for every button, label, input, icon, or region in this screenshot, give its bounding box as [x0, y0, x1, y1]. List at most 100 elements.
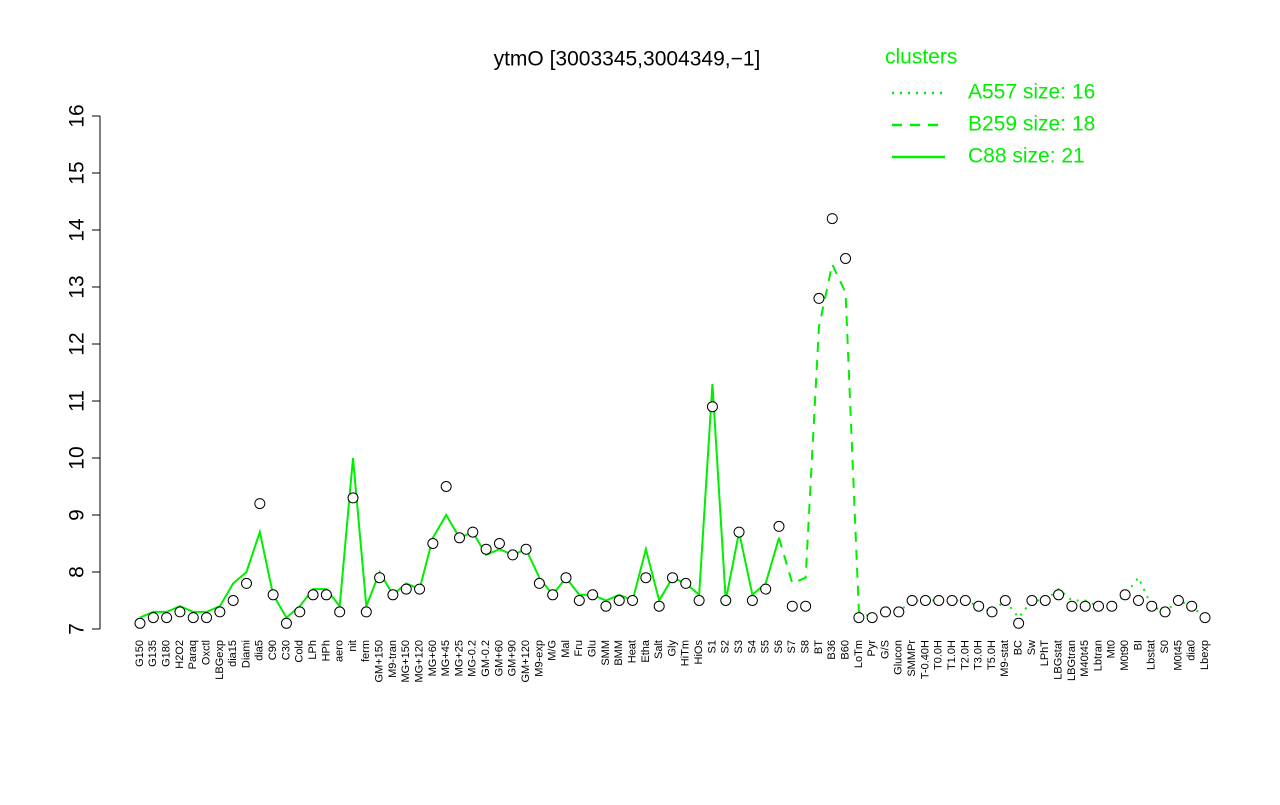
x-tick-label: BC	[1013, 640, 1025, 655]
x-tick-label: S2	[720, 640, 732, 653]
point	[680, 577, 692, 589]
point	[294, 606, 306, 618]
y-tick-label: 15	[66, 161, 89, 184]
point	[733, 526, 745, 538]
x-tick-label: Glu	[587, 640, 599, 657]
x-tick-label: S0	[1159, 640, 1171, 653]
x-tick-label: C90	[267, 640, 279, 660]
x-tick-label: Cold	[294, 640, 306, 663]
x-tick-label: BMM	[613, 640, 625, 666]
x-tick-label: M/G	[547, 640, 559, 661]
point	[174, 606, 186, 618]
x-tick-label: Glucon	[893, 640, 905, 675]
x-tick-label: Mt0	[1106, 640, 1118, 658]
point	[400, 583, 412, 595]
point	[440, 481, 452, 492]
x-tick-label: GM-0.2	[480, 640, 492, 677]
y-tick-label: 16	[66, 104, 89, 127]
legend-label: C88 size: 21	[968, 145, 1085, 168]
point	[374, 572, 386, 584]
x-tick-label: M9-stat	[999, 640, 1011, 677]
x-tick-label: dia0	[1186, 640, 1198, 661]
point	[334, 606, 346, 618]
x-tick-label: C30	[280, 640, 292, 660]
x-tick-label: nit	[347, 640, 359, 652]
x-tick-label: S1	[706, 640, 718, 653]
point	[640, 572, 652, 584]
point	[507, 549, 519, 561]
point	[933, 595, 945, 606]
x-tick-label: S4	[746, 640, 758, 653]
point	[1132, 595, 1144, 606]
point	[866, 612, 878, 624]
point	[573, 595, 585, 606]
point	[840, 253, 852, 264]
x-tick-label: MG-0.2	[467, 640, 479, 677]
point	[959, 595, 971, 606]
x-tick-label: dia5	[254, 640, 266, 661]
point	[280, 617, 292, 629]
point	[254, 498, 266, 510]
x-tick-label: LPhT	[1039, 640, 1051, 667]
point	[813, 292, 825, 304]
legend-label: B259 size: 18	[968, 113, 1095, 136]
point	[1026, 595, 1038, 606]
x-tick-label: BI	[1132, 640, 1144, 650]
point	[493, 538, 505, 549]
point	[999, 595, 1011, 606]
point	[1172, 595, 1184, 606]
point	[201, 612, 213, 624]
x-tick-label: MG+150	[400, 640, 412, 683]
x-tick-label: B36	[826, 640, 838, 660]
point	[906, 595, 918, 606]
x-tick-label: Salt	[653, 640, 665, 659]
point	[241, 577, 252, 589]
x-tick-label: HiTm	[680, 640, 692, 666]
point	[387, 589, 399, 601]
point	[587, 589, 599, 601]
point	[1146, 600, 1158, 612]
point	[480, 543, 492, 555]
x-tick-label: Gly	[666, 640, 678, 657]
x-tick-label: Heat	[626, 640, 638, 663]
point	[986, 606, 998, 618]
point	[1079, 600, 1091, 612]
x-tick-label: Diami	[240, 640, 252, 668]
x-tick-label: Pyr	[866, 640, 878, 657]
x-tick-label: H2O2	[174, 640, 186, 669]
x-tick-label: Etha	[640, 639, 652, 663]
y-tick-label: 11	[66, 390, 89, 412]
point	[1159, 606, 1171, 618]
x-tick-label: MG+120	[413, 640, 425, 683]
point	[880, 606, 891, 618]
point	[320, 589, 332, 601]
point	[667, 572, 678, 584]
x-tick-label: GM+120	[520, 640, 532, 683]
point	[693, 595, 705, 606]
point	[919, 595, 931, 606]
point	[773, 520, 785, 532]
x-tick-label: B60	[839, 640, 851, 660]
x-tick-label: LPh	[307, 640, 319, 660]
x-tick-label: SMM	[600, 640, 612, 666]
y-tick-label: 12	[66, 332, 89, 355]
x-tick-label: T2.0H	[959, 640, 971, 670]
x-tick-label: Lbstat	[1146, 640, 1158, 670]
x-tick-label: Paraq	[187, 640, 199, 669]
point	[1119, 589, 1131, 601]
x-tick-label: BT	[813, 640, 825, 654]
point	[1093, 600, 1104, 612]
point	[520, 543, 532, 555]
point	[560, 572, 572, 584]
x-tick-label: G180	[161, 640, 173, 667]
point	[547, 589, 559, 601]
x-tick-label: ferm	[360, 640, 372, 662]
x-tick-label: MG+45	[440, 640, 452, 676]
legend-title: clusters	[885, 46, 957, 69]
x-tick-label: Sw	[1026, 640, 1038, 655]
point	[454, 532, 465, 544]
point	[347, 492, 359, 504]
x-tick-label: Lbtran	[1092, 640, 1104, 671]
point	[307, 589, 319, 601]
